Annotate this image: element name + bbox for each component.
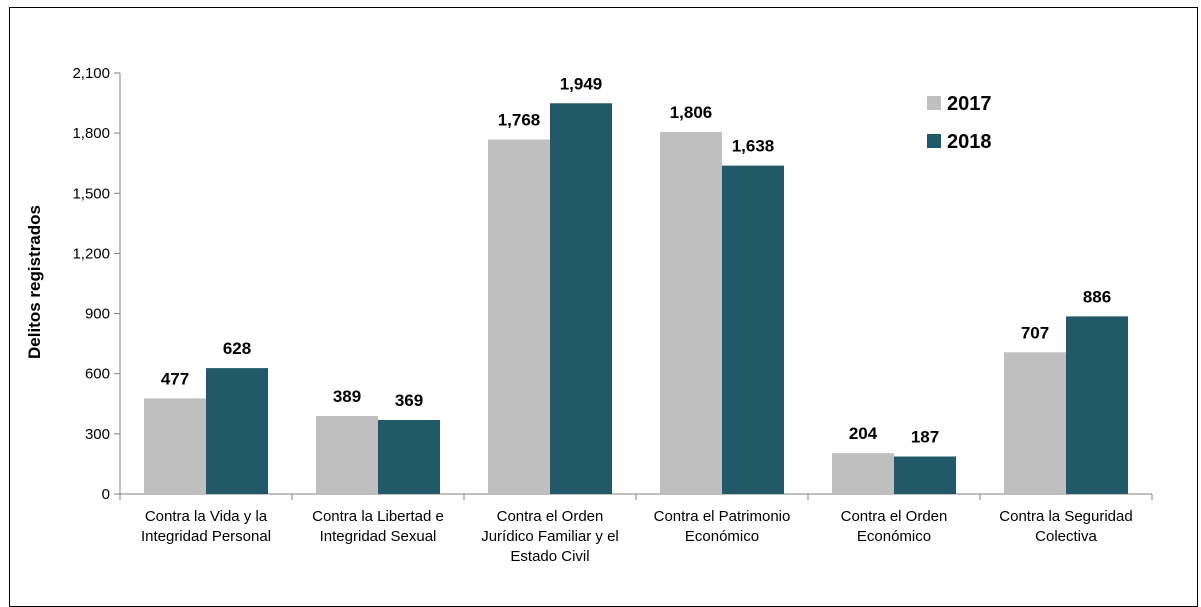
category-label: Contra el Orden Jurídico Familiar y el Est… (481, 508, 619, 565)
legend-swatch-2017 (927, 96, 941, 110)
category-label: Contra la Vida y la Integridad Personal (141, 508, 271, 545)
bar-2017 (1004, 352, 1066, 494)
y-tick-label: 1,200 (72, 245, 110, 262)
legend-label-2018: 2018 (947, 131, 992, 153)
data-label-2018: 1,949 (560, 74, 603, 93)
bar-2018 (1066, 316, 1128, 494)
axes: 0 300 600 900 1,200 1,500 1,800 2,100 Contra la … (72, 65, 1153, 565)
category-label: Contra el Patrimonio Económico (654, 508, 791, 545)
data-label-2018: 1,638 (732, 137, 775, 156)
data-label-2017: 1,768 (498, 111, 541, 130)
bar-2018 (206, 368, 268, 494)
bar-chart: 0 300 600 900 1,200 1,500 1,800 2,100 Contra la … (25, 65, 1153, 565)
bar-2017 (660, 131, 722, 494)
y-tick-label: 1,500 (72, 185, 110, 202)
data-label-2018: 369 (395, 391, 423, 410)
bar-2017 (488, 139, 550, 494)
category-label: Contra la Seguridad Colectiva (999, 508, 1132, 545)
legend: 2017 2018 (927, 93, 992, 153)
data-label-2017: 477 (161, 369, 189, 388)
bar-2017 (832, 453, 894, 494)
data-label-2018: 886 (1083, 287, 1111, 306)
y-axis-title: Delitos registrados (25, 205, 44, 359)
y-tick-label: 300 (85, 426, 110, 443)
bar-2018 (378, 420, 440, 494)
bars (144, 103, 1128, 494)
bar-2017 (144, 398, 206, 494)
data-label-2018: 187 (911, 428, 939, 447)
category-label: Contra el Orden Económico (841, 508, 948, 545)
category-label: Contra la Libertad e Integridad Sexual (312, 508, 444, 545)
bar-2018 (894, 456, 956, 494)
data-label-2017: 389 (333, 387, 361, 406)
data-label-2018: 628 (223, 339, 251, 358)
bar-2018 (722, 165, 784, 494)
y-tick-label: 900 (85, 306, 110, 323)
bar-2017 (316, 416, 378, 494)
data-label-2017: 707 (1021, 323, 1049, 342)
legend-label-2017: 2017 (947, 93, 992, 115)
y-tick-label: 600 (85, 366, 110, 383)
data-label-2017: 204 (849, 424, 878, 443)
y-tick-label: 2,100 (72, 65, 110, 82)
data-labels: 477 389 1,768 1,806 204 707 628 369 1,949 1,638 18… (161, 74, 1111, 446)
data-label-2017: 1,806 (670, 103, 713, 122)
bar-2018 (550, 103, 612, 494)
y-tick-label: 1,800 (72, 125, 110, 142)
y-tick-label: 0 (102, 486, 110, 503)
legend-swatch-2018 (927, 134, 941, 148)
